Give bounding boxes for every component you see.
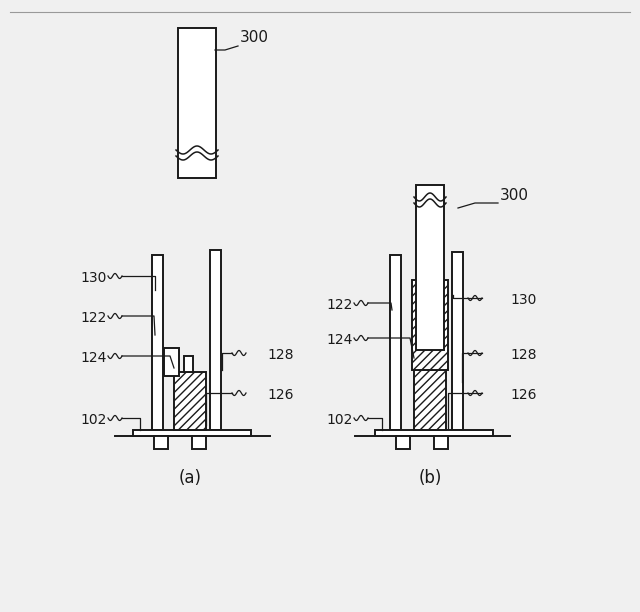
Text: 300: 300 (500, 188, 529, 203)
Text: 130: 130 (510, 293, 536, 307)
Bar (152, 255, 163, 430)
Bar (192, 436, 206, 449)
Text: (a): (a) (179, 469, 202, 487)
Text: 300: 300 (240, 30, 269, 45)
Bar (174, 372, 206, 430)
Text: 122: 122 (326, 298, 353, 312)
Bar (414, 370, 446, 430)
Bar (178, 28, 216, 178)
Text: 124: 124 (326, 333, 353, 347)
Text: 128: 128 (267, 348, 294, 362)
Bar (133, 430, 251, 436)
Bar (390, 255, 401, 430)
Text: 130: 130 (81, 271, 107, 285)
Text: 124: 124 (81, 351, 107, 365)
Text: 126: 126 (510, 388, 536, 402)
Bar (184, 356, 193, 372)
Bar (416, 185, 444, 350)
Bar (375, 430, 493, 436)
Bar (434, 436, 448, 449)
Bar (154, 436, 168, 449)
Bar (452, 252, 463, 430)
Text: 102: 102 (81, 413, 107, 427)
Text: 126: 126 (267, 388, 294, 402)
Text: 102: 102 (326, 413, 353, 427)
Bar (210, 250, 221, 430)
Text: (b): (b) (419, 469, 442, 487)
Bar (396, 436, 410, 449)
Text: 122: 122 (81, 311, 107, 325)
Bar (412, 280, 448, 370)
Bar (164, 348, 179, 376)
Text: 128: 128 (510, 348, 536, 362)
